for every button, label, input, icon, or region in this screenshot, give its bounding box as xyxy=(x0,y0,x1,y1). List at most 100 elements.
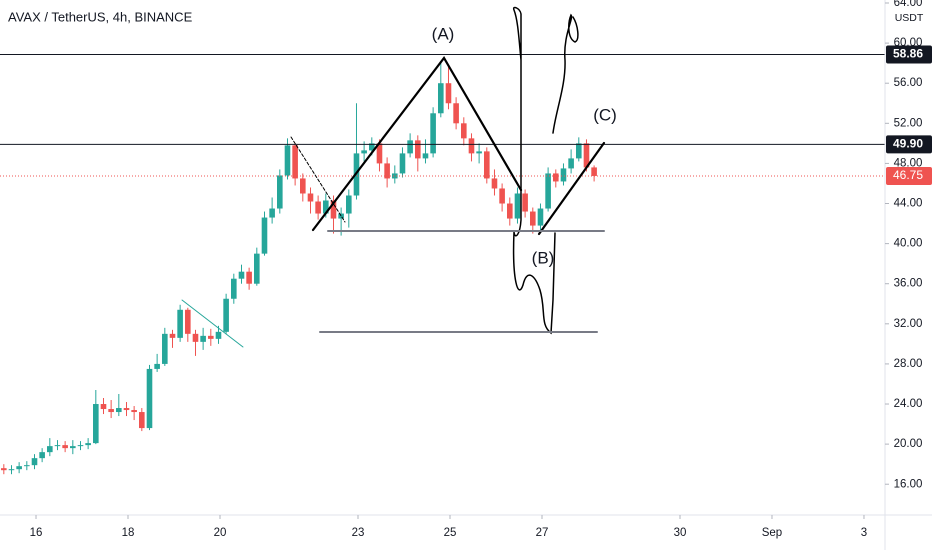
candle-body xyxy=(568,158,574,169)
candle-body xyxy=(560,168,567,182)
candle-body xyxy=(100,404,107,410)
candle-body xyxy=(514,193,521,219)
candle-body xyxy=(261,217,268,254)
last-price-badge xyxy=(886,166,932,185)
candle-body xyxy=(369,143,375,151)
candle-body xyxy=(131,410,137,413)
candle-body xyxy=(269,208,275,218)
price-badge-label: 58.86 xyxy=(893,47,923,61)
candle-body xyxy=(254,253,260,284)
price-badge xyxy=(886,135,932,154)
candle-body xyxy=(39,452,45,459)
y-tick-label: 52.00 xyxy=(894,117,923,129)
candle-body xyxy=(277,175,283,209)
candle-body xyxy=(545,173,551,209)
y-tick-label: 44.00 xyxy=(894,198,923,210)
x-tick-label: 20 xyxy=(214,527,227,539)
candle-body xyxy=(31,458,38,466)
price-badge xyxy=(886,45,932,64)
candle-body xyxy=(361,150,367,154)
y-tick-label: 24.00 xyxy=(894,398,923,410)
candle-body xyxy=(384,163,390,179)
x-tick-label: 16 xyxy=(30,527,43,539)
price-badge-label: 49.90 xyxy=(893,137,923,151)
candle-body xyxy=(537,208,544,226)
candle-body xyxy=(139,412,145,429)
x-tick-label: 30 xyxy=(674,527,687,539)
candle-body xyxy=(399,153,406,174)
candle-body xyxy=(238,271,245,279)
annotation: (A) xyxy=(432,24,455,43)
x-tick-label: 23 xyxy=(352,527,365,539)
candle-body xyxy=(154,363,160,369)
candle-body xyxy=(246,271,252,284)
candle-body xyxy=(54,445,61,447)
y-tick-label: 20.00 xyxy=(894,438,923,450)
candle-body xyxy=(529,211,536,226)
candle-body xyxy=(70,446,76,449)
candle-body xyxy=(192,333,199,342)
x-tick-label: 27 xyxy=(536,527,549,539)
last-price-label: 46.75 xyxy=(893,168,923,182)
y-tick-label: 32.00 xyxy=(894,318,923,330)
candle-body xyxy=(483,151,490,179)
candle-body xyxy=(468,138,475,154)
annotation: (B) xyxy=(532,248,555,267)
candle-body xyxy=(422,153,429,159)
candle-body xyxy=(491,178,498,189)
x-tick-label: 3 xyxy=(861,527,867,539)
candle-body xyxy=(24,465,30,467)
candle-body xyxy=(437,83,444,114)
candle-body xyxy=(376,143,383,164)
x-tick-label: Sep xyxy=(762,527,782,539)
candle-body xyxy=(330,200,337,219)
candle-body xyxy=(346,195,352,214)
candle-body xyxy=(16,466,22,470)
drawings xyxy=(181,6,606,348)
pattern-line xyxy=(537,141,606,236)
candle-body xyxy=(476,151,482,154)
y-tick-label: 48.00 xyxy=(894,157,923,169)
candle-body xyxy=(8,469,15,471)
trend-line xyxy=(290,136,346,223)
candle-body xyxy=(116,408,122,413)
candle-body xyxy=(169,333,176,338)
candle-body xyxy=(414,140,421,159)
candle-body xyxy=(300,178,306,194)
candle-body xyxy=(506,203,513,219)
candle-body xyxy=(591,167,597,176)
axes: 16.00 20.00 24.00 28.00 32.00 36.00 40.00 44.00… xyxy=(30,0,932,539)
candle-body xyxy=(215,331,222,339)
candle-body xyxy=(407,140,413,154)
candle-body xyxy=(392,173,398,179)
candle-body xyxy=(85,443,91,446)
y-tick-label: 64.00 xyxy=(894,0,923,9)
chart-title: AVAX / TetherUS, 4h, BINANCE xyxy=(8,9,193,24)
candle-body xyxy=(177,309,183,338)
candle-body xyxy=(77,445,84,447)
candle-body xyxy=(200,335,206,342)
candle-body xyxy=(323,200,329,214)
y-tick-label: 16.00 xyxy=(894,478,923,490)
x-tick-label: 18 xyxy=(122,527,135,539)
candle-body xyxy=(108,409,114,413)
freehand-path xyxy=(512,6,556,335)
candle-body xyxy=(93,404,99,444)
candle-body xyxy=(223,298,229,332)
candle-body xyxy=(445,83,452,104)
y-tick-label: 40.00 xyxy=(894,238,923,250)
candle-body xyxy=(575,143,582,159)
y-tick-label: 28.00 xyxy=(894,358,923,370)
pattern-line xyxy=(311,56,523,232)
candle-body xyxy=(522,193,528,212)
candle-body xyxy=(338,213,344,219)
currency-label: USDT xyxy=(895,12,924,24)
candle-body xyxy=(453,103,459,124)
candle-body xyxy=(1,468,7,471)
candle-body xyxy=(146,368,153,429)
candle-body xyxy=(430,113,436,154)
annotation: (C) xyxy=(593,105,617,124)
candle-body xyxy=(62,445,68,449)
